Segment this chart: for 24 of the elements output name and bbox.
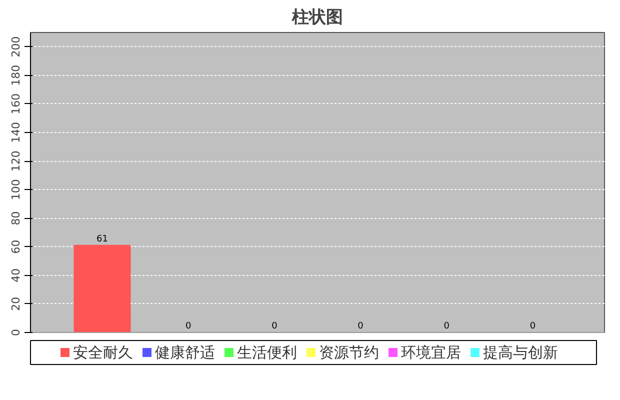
y-tick-label: 40 <box>10 268 22 282</box>
y-tick-label: 140 <box>10 122 22 143</box>
legend-label: 提高与创新 <box>483 344 558 362</box>
data-label: 0 <box>272 322 278 332</box>
legend-label: 资源节约 <box>319 344 379 362</box>
legend-label: 生活便利 <box>237 344 297 362</box>
data-label: 61 <box>96 234 108 244</box>
data-label: 0 <box>444 322 450 332</box>
data-label: 0 <box>530 322 536 332</box>
data-label: 0 <box>185 322 192 332</box>
y-tick-label: 200 <box>10 36 22 58</box>
y-tick-label: 20 <box>10 296 22 311</box>
y-tick-label: 0 <box>10 329 22 336</box>
y-tick-label: 120 <box>10 150 22 172</box>
y-tick-label: 180 <box>10 64 22 86</box>
legend-label: 安全耐久 <box>73 344 133 362</box>
y-tick-label: 100 <box>10 179 22 200</box>
y-tick-label: 80 <box>10 211 22 226</box>
legend-label: 健康舒适 <box>155 344 215 362</box>
y-tick-label: 160 <box>10 93 22 114</box>
chart-title: 柱状图 <box>291 8 343 28</box>
data-label: 0 <box>358 322 364 332</box>
y-tick-label: 60 <box>10 240 22 254</box>
legend-label: 环境宜居 <box>401 344 461 362</box>
